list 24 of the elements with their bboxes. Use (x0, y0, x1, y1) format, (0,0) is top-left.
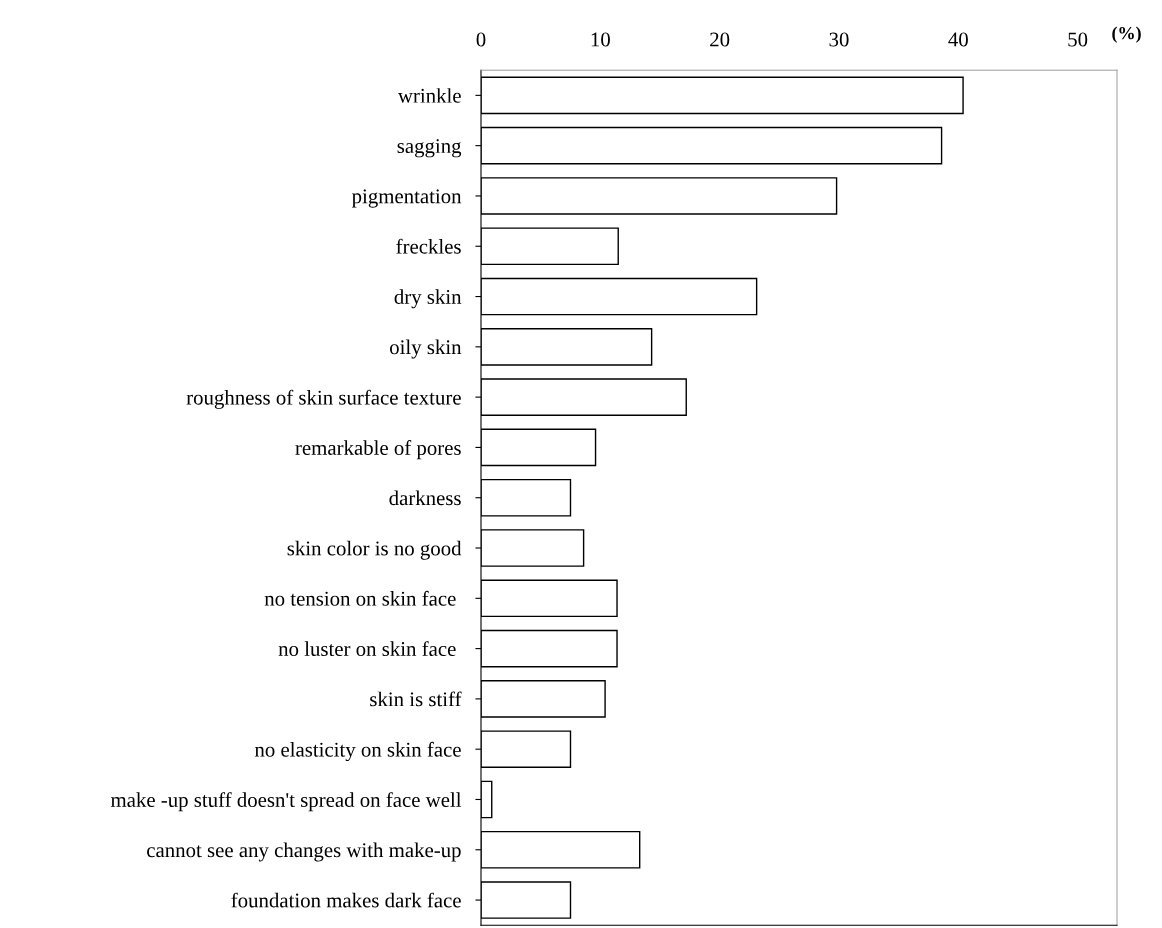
y-tick-label: remarkable of pores (295, 440, 461, 460)
y-tick-label: cannot see any changes with make-up (147, 842, 461, 862)
y-tick-label: skin color is no good (287, 540, 462, 560)
y-tick-label: no tension on skin face (264, 590, 456, 606)
y-tick-label: roughness of skin surface texture (186, 389, 461, 409)
y-tick-label: wrinkle (397, 88, 461, 103)
x-tick-label: 50 (1068, 32, 1088, 47)
y-tick-label: sagging (397, 139, 462, 158)
x-axis-title: (%) (1112, 26, 1141, 43)
x-tick-label: 40 (948, 32, 968, 47)
y-tick-label: freckles (396, 238, 461, 254)
y-tick-label: oily skin (390, 339, 462, 359)
y-tick-label: foundation makes dark face (231, 892, 461, 908)
y-tick-label: darkness (389, 490, 461, 506)
x-tick-label: 0 (476, 32, 486, 47)
x-tick-label: 30 (829, 32, 849, 47)
y-tick-label: no luster on skin face (278, 641, 456, 657)
y-tick-label: dry skin (394, 289, 462, 309)
x-tick-label: 20 (710, 32, 730, 47)
y-tick-label: no elasticity on skin face (254, 741, 461, 762)
x-tick-label: 10 (591, 32, 610, 47)
y-tick-label: skin is stiff (370, 691, 462, 707)
y-tick-label: pigmentation (351, 189, 462, 208)
y-tick-label: make -up stuff doesn't spread on face well (110, 792, 462, 812)
